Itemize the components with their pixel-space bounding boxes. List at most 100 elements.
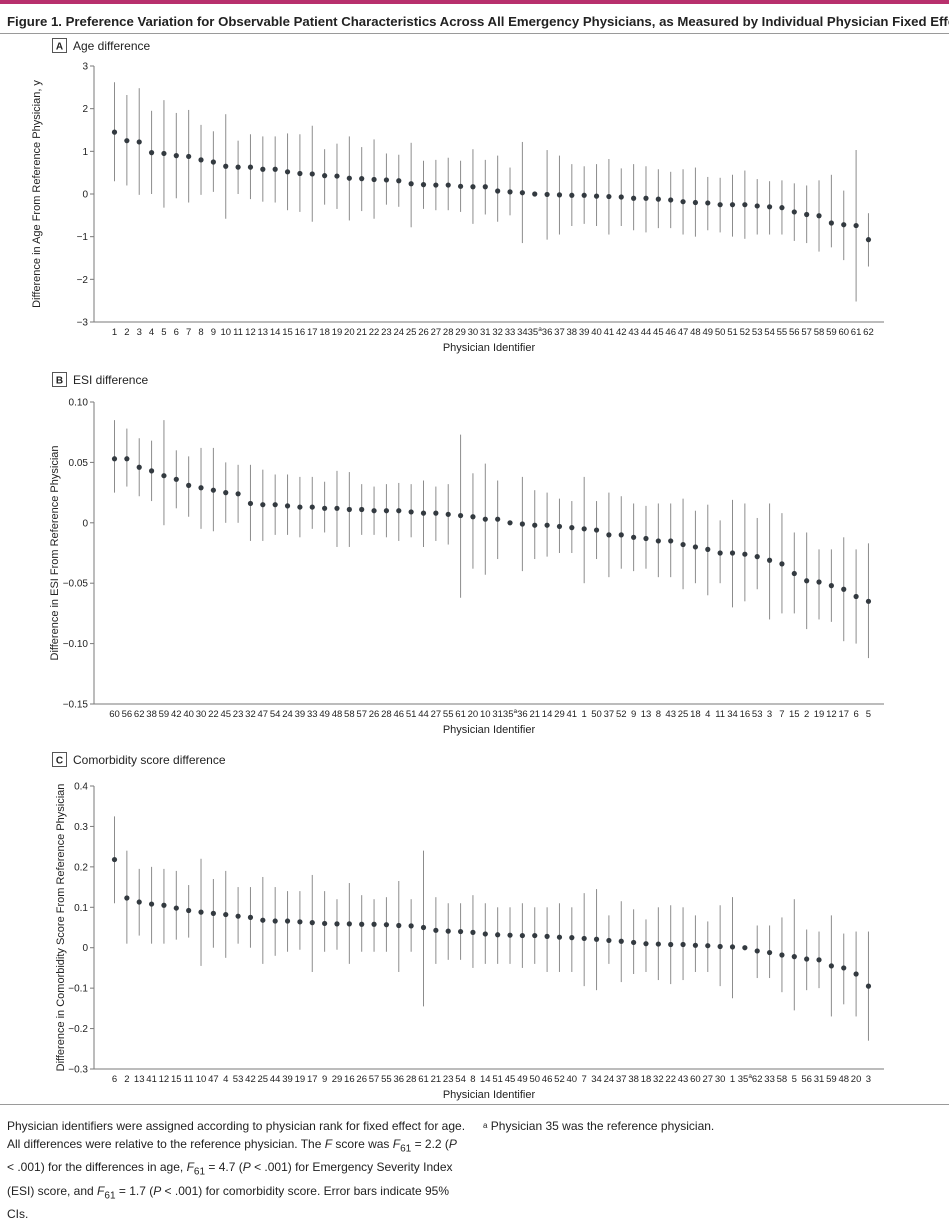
panel-b-letter-box [52,372,67,387]
panel-a-data-point [396,178,402,184]
panel-b-xtick-label: 24 [282,709,293,720]
panel-b-xtick-label: 6 [853,709,858,720]
panel-a-data-point [729,202,736,208]
panel-b-data-point [124,456,130,462]
panel-b-xtick-label: 48 [332,709,343,720]
panel-b-xtick-label: 40 [183,709,194,720]
panel-c-data-point [692,942,699,948]
panel-c-xtick-label: 32 [653,1074,664,1085]
panel-a-data-point [828,220,834,226]
panel-c-xtick-label: 36 [393,1074,404,1085]
panel-a-ylabel: Difference in Age From Reference Physici… [31,80,43,308]
panel-b-xtick-label: 58 [344,709,355,720]
panel-c-data-point [148,901,155,907]
panel-c-xtick-label: 59 [826,1074,837,1085]
panel-b-data-point [297,504,303,510]
panel-a-xtick-label: 18 [319,327,330,338]
panel-c-xtick-label: 54 [455,1074,466,1085]
panel-a-xtick-label: 26 [418,327,429,338]
panel-c-data-point [495,932,501,938]
panel-b-xtick-label: 47 [258,709,269,720]
note-f: F [324,1137,333,1151]
panel-a-xtick-label: 4 [149,327,154,338]
panel-a-data-point [284,169,291,175]
panel-a-ytick-label: −3 [77,318,89,329]
panel-c-xtick-label: 34 [591,1074,602,1085]
panel-a-xtick-label: 32 [492,327,503,338]
panel-c-xtick-label: 9 [322,1074,327,1085]
panel-c-data-point [754,948,760,954]
panel-c-data-point [482,931,488,937]
panel-c-xtick-label: 12 [159,1074,170,1085]
panel-a-data-point [457,183,464,189]
panel-b-xtick-label: 55 [443,709,454,720]
panel-b-data-point [235,491,241,497]
panel-b-xtick-label: 18 [690,709,701,720]
panel-b-data-point [284,503,291,509]
panel-a-xtick-label: 35a [528,326,543,338]
panel-c-xtick-label: 45 [505,1074,516,1085]
panel-c-data-point [668,941,674,948]
panel-c-xtick-label: 49 [517,1074,528,1085]
panel-a-data-point [643,195,649,201]
panel-b-title: ESI difference [73,373,148,387]
panel-b-data-point [371,508,377,514]
panel-a-xtick-label: 15 [282,327,293,338]
panel-b-data-point [136,464,142,470]
panel-a-data-point [816,213,822,219]
title-rule [0,33,949,34]
panel-a-data-point [433,182,439,188]
panel-a-data-point [519,190,525,196]
panel-c-xtick-label: 3 [866,1074,871,1085]
note-text-1: Physician identifiers were assigned acco… [7,1119,466,1151]
panel-c-data-point [247,914,254,920]
panel-a-data-point [198,157,204,163]
panel-b-xtick-label: 1 [582,709,587,720]
panel-a-ytick-label: 0 [82,190,88,201]
panel-c-data-point [445,928,451,934]
panel-b-data-point [655,538,661,544]
panel-b-data-point [247,500,254,507]
panel-c-ytick-label: 0.4 [74,782,88,793]
panel-c-data-point [186,907,192,914]
panel-a-data-point [791,209,797,215]
panel-a-xtick-label: 6 [174,327,179,338]
panel-c-xtick-label: 33 [764,1074,775,1085]
panel-c-xtick-label: 46 [542,1074,553,1085]
panel-a-xtick-label: 51 [727,327,738,338]
panel-a-data-point [470,184,476,190]
panel-b-data-point [804,578,810,584]
panel-b-xtick-label: 57 [356,709,367,720]
panel-b-data-point [420,510,427,516]
footnote: a Physician 35 was the reference physici… [483,1117,714,1135]
panel-b-xtick-label: 23 [233,709,244,720]
panel-a-letter: A [56,42,63,53]
panel-a-data-point [309,171,315,177]
panel-b-xtick-label: 56 [122,709,133,720]
panel-c-xtick-label: 29 [332,1074,343,1085]
panel-c-xtick-label: 44 [270,1074,281,1085]
panel-b-xtick-label: 38 [146,709,157,720]
panel-b-data-point [383,508,390,514]
panel-a-xtick-label: 39 [579,327,590,338]
panel-c-data-point [457,928,464,935]
panel-a-xtick-label: 55 [777,327,788,338]
panel-b-xtick-label: 4 [705,709,710,720]
panel-a-xtick-label: 1 [112,327,117,338]
panel-b-xtick-label: 15 [789,709,800,720]
panel-b-xtick-label: 37 [604,709,615,720]
panel-c-data-point [705,943,711,949]
panel-a-data-point [371,176,377,183]
panel-b-data-point [322,505,328,511]
panel-a-data-point [680,199,686,205]
panel-b-data-point [272,502,278,508]
panel-a-data-point [346,175,352,181]
note-stat-3: F [97,1183,105,1198]
panel-b-xtick-label: 19 [814,709,825,720]
panel-c-data-point [359,921,365,927]
panel-b-xtick-label: 8 [656,709,661,720]
panel-b-data-point [408,509,414,515]
panel-c-xtick-label: 58 [777,1074,788,1085]
panel-a-xtick-label: 27 [431,327,442,338]
panel-a-ytick-label: 2 [82,104,88,115]
